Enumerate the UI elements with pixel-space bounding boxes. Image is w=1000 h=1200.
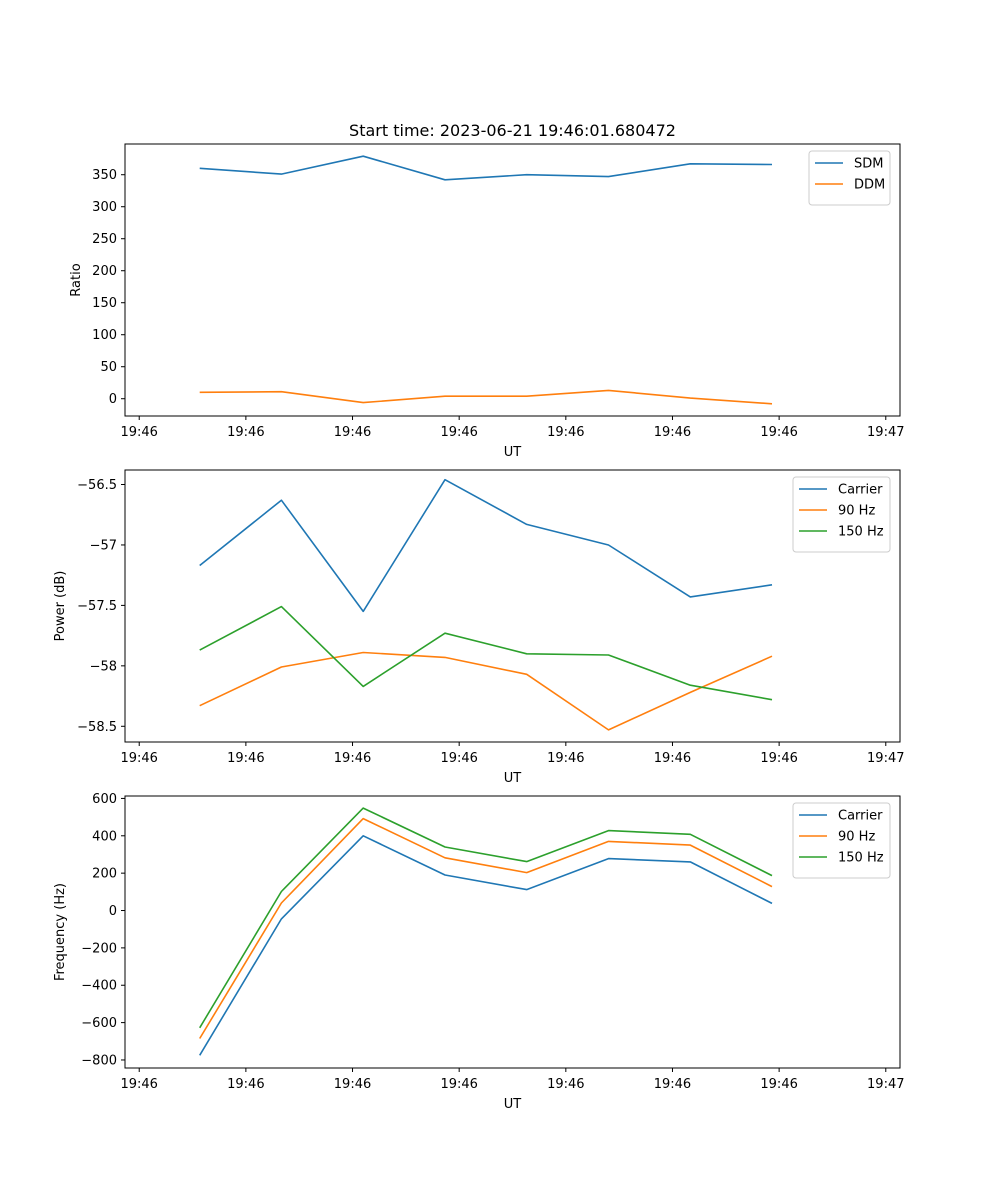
- x-axis-label: UT: [504, 445, 522, 460]
- y-tick-label: −400: [81, 979, 117, 994]
- series-line-carrier: [199, 478, 773, 613]
- x-tick-label: 19:47: [867, 1077, 904, 1092]
- series-line-ddm: [199, 389, 773, 405]
- x-tick-label: 19:46: [334, 751, 371, 766]
- legend-label: SDM: [854, 157, 883, 172]
- y-tick-label: 400: [92, 829, 117, 844]
- legend-label: Carrier: [838, 483, 883, 498]
- y-tick-label: 0: [109, 904, 117, 919]
- y-tick-label: 100: [92, 328, 117, 343]
- y-tick-label: 600: [92, 792, 117, 807]
- legend-label: 150 Hz: [838, 851, 884, 866]
- y-tick-label: 200: [92, 867, 117, 882]
- y-tick-label: 250: [92, 232, 117, 247]
- series-line-90-hz: [199, 817, 773, 1039]
- chart-title: Start time: 2023-06-21 19:46:01.680472: [349, 121, 676, 140]
- x-tick-label: 19:46: [440, 425, 477, 440]
- legend-label: 90 Hz: [838, 830, 875, 845]
- x-tick-label: 19:47: [867, 751, 904, 766]
- x-tick-label: 19:46: [334, 1077, 371, 1092]
- x-axis-label: UT: [504, 771, 522, 786]
- y-tick-label: −600: [81, 1016, 117, 1031]
- legend-box: [792, 476, 891, 553]
- chart-panel-3: 19:46 19:46 19:46 19:46 19:46 19:46 19:46 19:47…: [53, 792, 905, 1112]
- series-line-90-hz: [199, 651, 773, 731]
- chart-panel-1: 19:46 19:46 19:46 19:46 19:46 19:46 19:46 19:47…: [69, 143, 905, 460]
- legend-label: DDM: [854, 178, 885, 193]
- y-tick-label: −56.5: [77, 478, 117, 493]
- legend-box: [792, 802, 891, 879]
- y-tick-label: −57.5: [77, 599, 117, 614]
- legend-label: 150 Hz: [838, 525, 884, 540]
- x-tick-label: 19:46: [120, 425, 157, 440]
- axes-frame: [124, 143, 901, 417]
- y-tick-label: 50: [100, 360, 117, 375]
- y-axis-label: Frequency (Hz): [53, 883, 68, 981]
- axes-frame: [124, 795, 901, 1069]
- panels: 19:46 19:46 19:46 19:46 19:46 19:46 19:46 19:47…: [53, 143, 905, 1112]
- series-line-150-hz: [199, 807, 773, 1029]
- y-tick-label: 200: [92, 264, 117, 279]
- x-tick-label: 19:46: [654, 751, 691, 766]
- y-tick-label: −57: [90, 538, 117, 553]
- x-tick-label: 19:46: [760, 1077, 797, 1092]
- legend-label: 90 Hz: [838, 504, 875, 519]
- axes-frame: [124, 469, 901, 743]
- x-tick-label: 19:46: [547, 751, 584, 766]
- y-tick-label: −800: [81, 1053, 117, 1068]
- y-tick-label: −58: [90, 659, 117, 674]
- y-tick-label: 0: [109, 392, 117, 407]
- legend-label: Carrier: [838, 809, 883, 824]
- x-tick-label: 19:46: [760, 425, 797, 440]
- x-tick-label: 19:46: [334, 425, 371, 440]
- y-tick-label: 300: [92, 200, 117, 215]
- x-tick-label: 19:46: [227, 751, 264, 766]
- chart-panel-2: 19:46 19:46 19:46 19:46 19:46 19:46 19:46 19:47…: [53, 469, 905, 786]
- x-tick-label: 19:46: [120, 751, 157, 766]
- x-tick-label: 19:46: [227, 425, 264, 440]
- series-line-sdm: [199, 155, 773, 181]
- x-tick-label: 19:46: [440, 1077, 477, 1092]
- x-tick-label: 19:46: [120, 1077, 157, 1092]
- y-tick-label: −200: [81, 941, 117, 956]
- series-line-carrier: [199, 834, 773, 1056]
- x-tick-label: 19:46: [227, 1077, 264, 1092]
- x-axis-label: UT: [504, 1097, 522, 1112]
- x-tick-label: 19:46: [654, 425, 691, 440]
- x-tick-label: 19:46: [547, 425, 584, 440]
- y-tick-label: 150: [92, 296, 117, 311]
- y-tick-label: 350: [92, 168, 117, 183]
- legend-box: [808, 150, 891, 206]
- y-axis-label: Ratio: [69, 263, 84, 296]
- x-tick-label: 19:46: [547, 1077, 584, 1092]
- x-tick-label: 19:47: [867, 425, 904, 440]
- y-axis-label: Power (dB): [53, 571, 68, 642]
- x-tick-label: 19:46: [760, 751, 797, 766]
- x-tick-label: 19:46: [654, 1077, 691, 1092]
- series-line-150-hz: [199, 605, 773, 701]
- x-tick-label: 19:46: [440, 751, 477, 766]
- y-tick-label: −58.5: [77, 720, 117, 735]
